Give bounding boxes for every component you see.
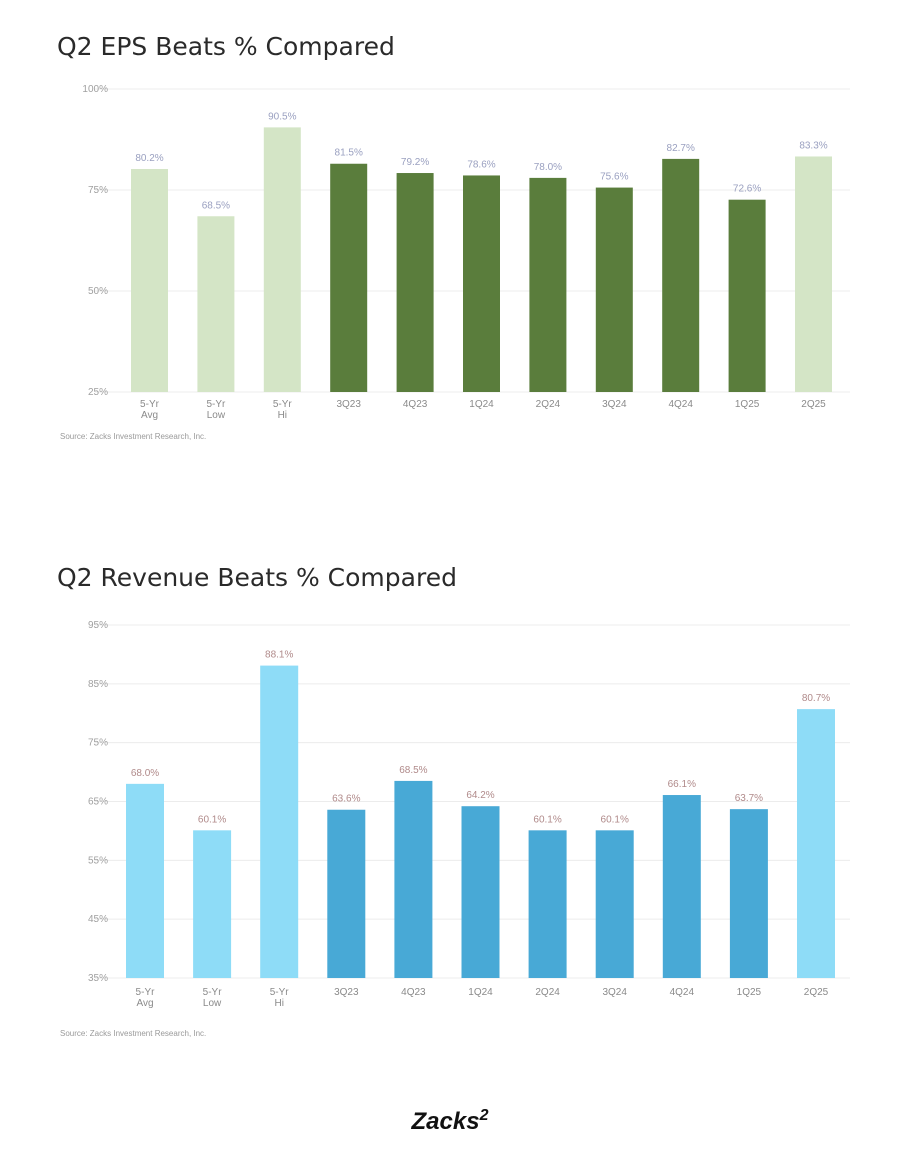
data-label: 81.5% [335,148,363,159]
data-label: 64.2% [466,790,494,801]
bar [662,795,701,978]
category-label: 4Q24 [670,987,695,998]
revenue-beats-chart: Q2 Revenue Beats % Compared 95% 85% 75% 65%… [0,555,900,1055]
data-label: 75.6% [600,172,628,183]
category-label: 1Q25 [735,399,760,410]
y-tick-label: 50% [88,286,108,297]
footer-superscript: 2 [479,1107,489,1124]
data-label: 60.1% [533,814,561,825]
chart-title: Q2 EPS Beats % Compared [57,32,395,61]
category-label: 5-Yr [270,987,290,998]
bar [126,783,164,978]
data-label: 79.2% [401,157,429,168]
category-label: 4Q24 [668,399,693,410]
y-tick-label: 85% [88,679,108,690]
footer-brand: Zacks2 [0,1108,900,1136]
chart-title: Q2 Revenue Beats % Compared [57,563,457,592]
category-label: 4Q23 [403,399,428,410]
y-tick-label: 100% [82,84,108,95]
category-label: 5-Yr [136,987,156,998]
data-label: 82.7% [667,143,695,154]
category-label: 2Q25 [804,987,829,998]
category-label: 5-Yr [206,399,226,410]
bar [797,709,835,978]
bar [330,163,368,392]
category-label: 1Q25 [737,987,762,998]
source-note: Source: Zacks Investment Research, Inc. [60,1029,207,1038]
category-label: 3Q23 [334,987,359,998]
revenue-plot-area: 95%85%75%65%55%45%35%68.0%5-YrAvg60.1%5-… [88,620,850,1009]
category-label: 1Q24 [469,399,494,410]
bar [595,187,633,392]
data-label: 63.6% [332,794,360,805]
data-label: 90.5% [268,111,296,122]
eps-plot-area: 100%75%50%25%80.2%5-YrAvg68.5%5-YrLow90.… [82,84,850,421]
bar [595,830,634,978]
category-label: Hi [278,410,287,421]
data-label: 68.0% [131,768,159,779]
y-tick-label: 65% [88,797,108,808]
data-label: 80.2% [135,153,163,164]
category-label: 5-Yr [140,399,160,410]
category-label: 4Q23 [401,987,426,998]
data-label: 78.6% [467,159,495,170]
category-label: 3Q23 [336,399,361,410]
footer-brand-name: Zacks [411,1108,480,1135]
data-label: 80.7% [802,693,830,704]
category-label: Low [203,998,222,1009]
bar [327,809,366,978]
y-tick-label: 45% [88,914,108,925]
data-label: 83.3% [799,140,827,151]
y-tick-label: 55% [88,855,108,866]
bar [396,173,434,392]
bar [461,806,500,978]
category-label: Hi [274,998,283,1009]
data-label: 78.0% [534,162,562,173]
y-tick-label: 25% [88,387,108,398]
data-label: 63.7% [735,793,763,804]
y-tick-label: 35% [88,973,108,984]
data-label: 68.5% [399,765,427,776]
y-tick-label: 75% [88,738,108,749]
bar [193,830,232,978]
bar [729,809,768,978]
bar [197,216,235,392]
source-note: Source: Zacks Investment Research, Inc. [60,432,207,441]
category-label: 2Q25 [801,399,826,410]
y-tick-label: 95% [88,620,108,631]
bar [263,127,301,392]
bar [394,780,433,978]
category-label: 2Q24 [536,399,561,410]
data-label: 60.1% [601,814,629,825]
data-label: 60.1% [198,814,226,825]
bar [728,199,766,392]
data-label: 88.1% [265,650,293,661]
y-tick-label: 75% [88,185,108,196]
bar [528,830,567,978]
category-label: Avg [141,410,158,421]
bar [131,168,168,392]
data-label: 68.5% [202,200,230,211]
bar [795,156,832,392]
category-label: 2Q24 [535,987,560,998]
data-label: 66.1% [668,779,696,790]
eps-beats-chart: Q2 EPS Beats % Compared 100% 75% 50% 25% 80.… [0,0,900,470]
category-label: Low [207,410,226,421]
category-label: 5-Yr [273,399,293,410]
bar [662,158,700,392]
category-label: 1Q24 [468,987,493,998]
data-label: 72.6% [733,184,761,195]
bar [260,665,299,978]
category-label: Avg [136,998,153,1009]
category-label: 5-Yr [203,987,223,998]
category-label: 3Q24 [602,399,627,410]
bar [463,175,500,392]
category-label: 3Q24 [602,987,627,998]
bar [529,177,567,392]
